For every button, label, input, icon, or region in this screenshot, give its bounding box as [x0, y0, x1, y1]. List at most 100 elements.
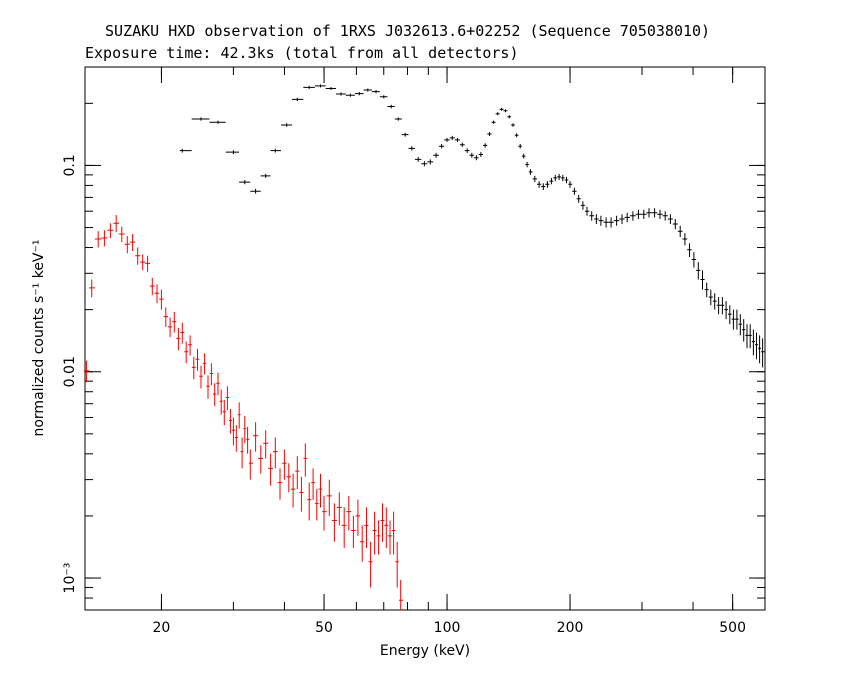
data-point — [700, 270, 705, 290]
data-point — [371, 90, 380, 94]
data-point — [209, 120, 226, 124]
data-point — [499, 107, 504, 111]
data-point — [168, 317, 173, 338]
data-point — [667, 214, 673, 224]
data-point — [260, 173, 271, 178]
data-point — [646, 208, 652, 218]
data-point — [303, 443, 308, 477]
data-point — [376, 520, 381, 555]
data-point — [398, 579, 404, 610]
data-point — [107, 223, 114, 238]
data-point — [748, 324, 752, 349]
x-tick-label: 20 — [153, 620, 171, 636]
data-point — [270, 148, 281, 153]
data-point — [253, 422, 259, 452]
data-point — [682, 233, 688, 246]
data-point — [662, 211, 668, 221]
data-point — [394, 117, 402, 121]
data-point — [372, 511, 377, 555]
data-point — [449, 135, 455, 140]
data-point — [532, 175, 537, 183]
data-point — [159, 289, 164, 310]
data-point — [195, 348, 200, 371]
data-point — [576, 194, 581, 203]
data-point — [549, 177, 554, 185]
y-axis-label: normalized counts s⁻¹ keV⁻¹ — [31, 239, 47, 436]
data-point — [222, 399, 226, 426]
data-point — [712, 293, 717, 310]
data-point — [172, 311, 177, 333]
data-point — [657, 209, 663, 219]
data-point — [179, 148, 192, 153]
data-point — [94, 231, 102, 248]
data-point — [345, 93, 355, 97]
data-point — [206, 375, 210, 399]
data-point — [454, 137, 460, 142]
data-point — [234, 425, 238, 452]
data-point — [459, 142, 465, 147]
data-point — [487, 132, 492, 136]
data-point — [521, 153, 526, 159]
data-point — [176, 328, 181, 351]
data-point — [641, 209, 647, 219]
data-point — [408, 146, 415, 151]
data-point — [704, 282, 709, 298]
y-tick-label: 0.1 — [62, 154, 78, 176]
minor-ticks — [85, 67, 766, 611]
data-point — [742, 319, 746, 342]
data-point — [391, 511, 396, 555]
data-point — [363, 88, 372, 92]
data-point — [154, 284, 160, 304]
plot-frame — [84, 66, 766, 611]
data-point — [311, 468, 315, 500]
data-point — [180, 322, 185, 344]
data-point — [351, 515, 356, 548]
data-point — [528, 169, 533, 175]
y-tick-label: 10⁻³ — [62, 563, 78, 594]
data-point — [560, 174, 565, 182]
x-tick-labels: 20 50 100 200 500 — [153, 620, 746, 636]
data-point — [150, 277, 155, 296]
x-tick-label: 100 — [434, 620, 461, 636]
series-red-points — [83, 215, 404, 610]
data-point — [341, 507, 347, 548]
data-point — [325, 87, 336, 90]
data-point — [755, 332, 759, 360]
data-point — [240, 437, 244, 469]
data-point — [720, 297, 725, 315]
data-point — [282, 449, 287, 480]
data-point — [379, 95, 388, 99]
data-point — [438, 144, 445, 149]
data-point — [188, 335, 192, 356]
data-point — [250, 188, 261, 194]
data-point — [219, 389, 223, 415]
data-point — [163, 307, 168, 327]
data-point — [295, 456, 300, 490]
data-point — [191, 356, 196, 380]
data-point — [758, 335, 762, 364]
data-point — [537, 181, 542, 188]
data-point — [687, 243, 692, 257]
data-point — [213, 383, 217, 407]
data-point — [491, 120, 496, 124]
data-point — [225, 386, 229, 411]
data-point — [395, 541, 399, 588]
data-point — [469, 152, 475, 158]
data-point — [572, 187, 577, 195]
data-point — [613, 215, 620, 226]
data-point — [277, 468, 283, 500]
data-point — [568, 181, 573, 188]
data-point — [346, 495, 352, 531]
data-point — [263, 430, 269, 459]
data-point — [191, 117, 210, 121]
data-point — [209, 363, 213, 386]
data-point — [360, 525, 365, 562]
data-point — [580, 201, 585, 210]
data-point — [545, 181, 550, 188]
data-point — [691, 252, 697, 268]
data-point — [228, 409, 232, 434]
data-point — [216, 372, 220, 396]
data-point — [113, 215, 119, 233]
data-point — [584, 206, 590, 216]
